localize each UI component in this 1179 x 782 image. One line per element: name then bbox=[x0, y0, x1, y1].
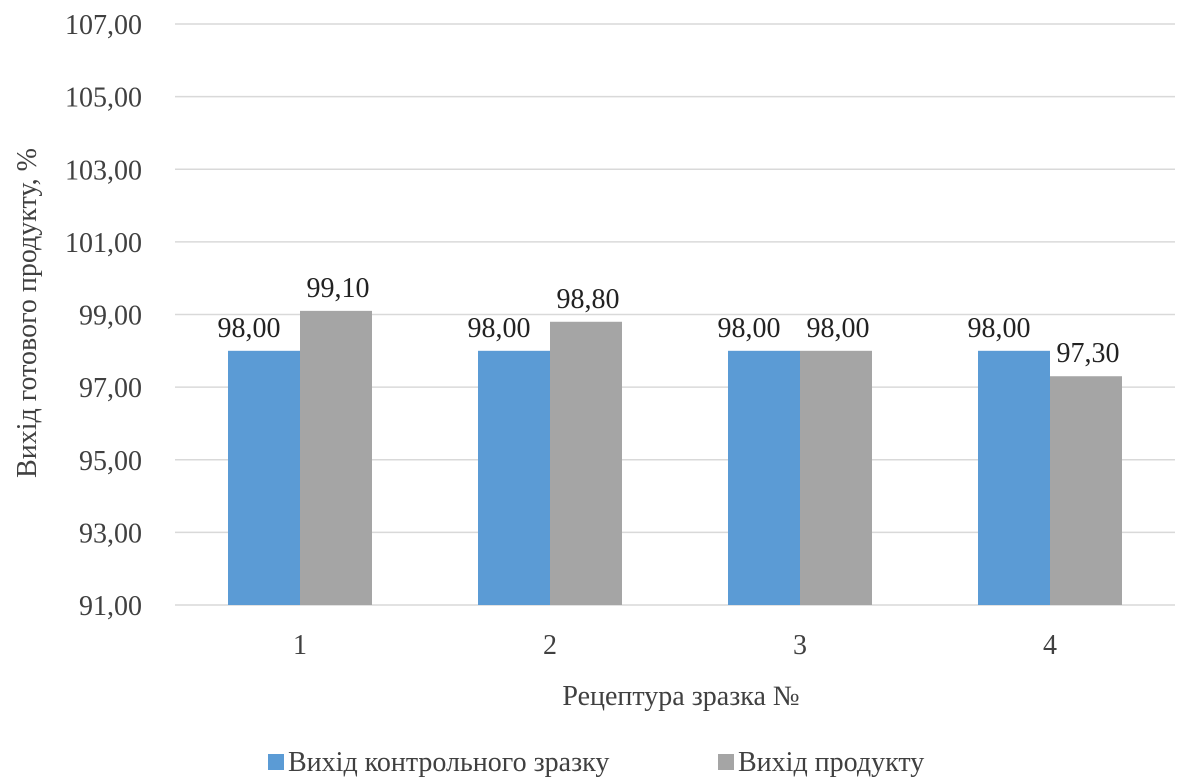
data-label: 98,00 bbox=[968, 313, 1031, 344]
legend-swatch bbox=[268, 754, 284, 770]
bar-control-3 bbox=[728, 350, 800, 605]
y-tick-label: 91,00 bbox=[79, 591, 142, 622]
bar-product-4 bbox=[1050, 376, 1122, 605]
y-tick-label: 101,00 bbox=[65, 228, 142, 259]
x-axis-title: Рецептура зразка № bbox=[562, 681, 799, 712]
bar-product-2 bbox=[550, 321, 622, 605]
bar-control-2 bbox=[478, 350, 550, 605]
x-tick-label: 1 bbox=[293, 630, 307, 661]
data-label: 99,10 bbox=[307, 273, 370, 304]
x-tick-label: 3 bbox=[793, 630, 807, 661]
legend-label: Вихід продукту bbox=[738, 747, 924, 778]
y-tick-label: 95,00 bbox=[79, 446, 142, 477]
legend-swatch bbox=[718, 754, 734, 770]
y-tick-label: 97,00 bbox=[79, 373, 142, 404]
x-axis-ticks: 1 2 3 4 bbox=[293, 630, 1057, 661]
x-tick-label: 2 bbox=[543, 630, 557, 661]
bar-control-4 bbox=[978, 350, 1050, 605]
data-label: 97,30 bbox=[1057, 338, 1120, 369]
y-axis-ticks: 91,00 93,00 95,00 97,00 99,00 101,00 103,00 105… bbox=[65, 10, 142, 622]
data-label: 98,80 bbox=[557, 284, 620, 315]
data-label: 98,00 bbox=[718, 313, 781, 344]
y-tick-label: 107,00 bbox=[65, 10, 142, 41]
data-label: 98,00 bbox=[468, 313, 531, 344]
bar-control-1 bbox=[228, 350, 300, 605]
bar-product-1 bbox=[300, 310, 372, 605]
data-label: 98,00 bbox=[218, 313, 281, 344]
bar-product-3 bbox=[800, 350, 872, 605]
x-tick-label: 4 bbox=[1043, 630, 1057, 661]
data-label: 98,00 bbox=[807, 313, 870, 344]
legend: Вихід контрольного зразку Вихід продукту bbox=[268, 747, 924, 778]
y-tick-label: 99,00 bbox=[79, 301, 142, 332]
y-axis-title: Вихід готового продукту, % bbox=[12, 148, 43, 478]
data-labels: 98,00 99,10 98,00 98,80 98,00 98,00 98,00 97,30 bbox=[218, 273, 1120, 369]
y-tick-label: 93,00 bbox=[79, 518, 142, 549]
y-tick-label: 103,00 bbox=[65, 155, 142, 186]
y-tick-label: 105,00 bbox=[65, 83, 142, 114]
bars bbox=[228, 310, 1122, 605]
legend-label: Вихід контрольного зразку bbox=[288, 747, 609, 778]
